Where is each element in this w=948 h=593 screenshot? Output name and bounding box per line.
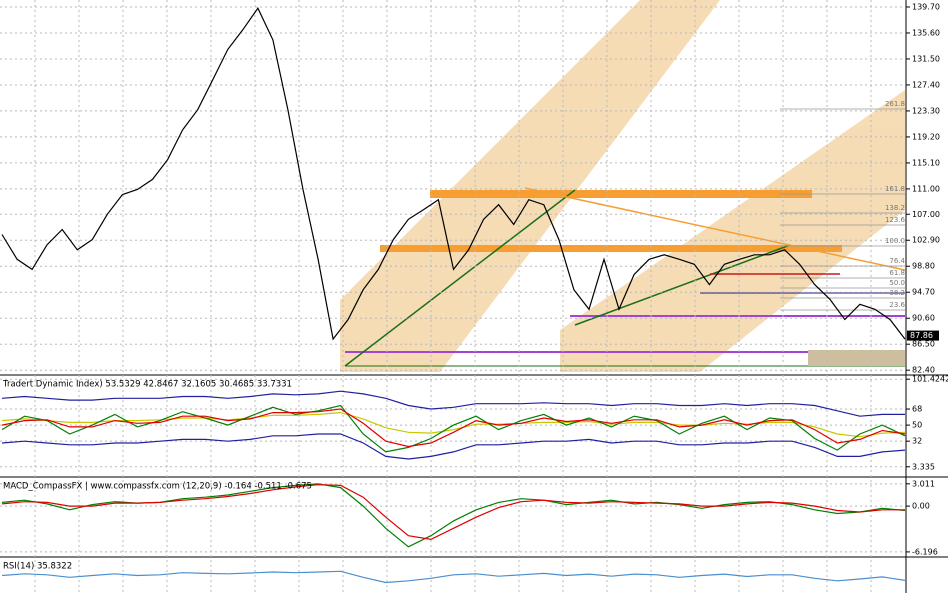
y-tick-label: 90.60 xyxy=(912,314,935,323)
y-tick-label: -6.196 xyxy=(912,547,938,556)
y-tick-label: 3.335 xyxy=(912,462,935,471)
y-tick-label: 123.30 xyxy=(912,106,940,115)
y-tick-label: 3.011 xyxy=(912,479,935,488)
y-tick-label: 68 xyxy=(912,405,922,414)
series-line xyxy=(1,390,905,417)
fib-label: 261.8 xyxy=(885,100,905,108)
channel xyxy=(340,0,720,372)
series-line xyxy=(1,408,906,448)
series-line xyxy=(1,570,906,584)
y-tick-label: 115.10 xyxy=(912,158,940,167)
level-band xyxy=(430,190,812,198)
channel xyxy=(560,90,905,372)
y-tick-label: 98.80 xyxy=(912,262,935,271)
y-tick-label: 101.4242 xyxy=(912,375,948,384)
series-line xyxy=(1,7,906,341)
series-line xyxy=(1,433,906,460)
fib-label: 76.4 xyxy=(889,257,905,265)
fib-label: 138.2 xyxy=(885,204,905,212)
level-band xyxy=(380,245,842,252)
trend-line xyxy=(344,189,576,367)
trend-line xyxy=(574,244,791,326)
price-box xyxy=(907,330,939,341)
fib-label: 23.6 xyxy=(889,301,905,309)
panel-title: RSI(14) 35.8322 xyxy=(3,562,72,572)
y-tick-label: 139.70 xyxy=(912,2,940,11)
price-label: 87.86 xyxy=(910,331,933,340)
panel-title: MACD_CompassFX | www.compassfx.com (12,2… xyxy=(3,482,312,492)
panel-title: Tradert Dynamic Index) 53.5329 42.8467 3… xyxy=(2,380,292,390)
y-tick-label: 82.40 xyxy=(912,366,935,375)
fib-label: 161.8 xyxy=(885,185,905,193)
fib-label: 61.8 xyxy=(889,269,905,277)
drawings xyxy=(340,0,906,372)
zone xyxy=(808,350,905,366)
y-tick-label: 50 xyxy=(912,421,922,430)
fib-label: 100.0 xyxy=(885,237,905,245)
fib-label: 50.0 xyxy=(889,279,905,287)
y-tick-label: 102.90 xyxy=(912,236,940,245)
y-tick-label: 94.70 xyxy=(912,288,935,297)
y-tick-label: 131.50 xyxy=(912,54,940,63)
trend-line xyxy=(524,187,906,271)
series-line xyxy=(1,483,906,548)
fib-label: 123.6 xyxy=(885,216,906,224)
y-tick-label: 32 xyxy=(912,437,922,446)
series-line xyxy=(1,404,906,453)
y-tick-label: 86.50 xyxy=(912,340,935,349)
y-tick-label: 111.00 xyxy=(912,184,940,193)
y-tick-label: 119.20 xyxy=(912,132,940,141)
y-tick-label: 107.00 xyxy=(912,210,940,219)
series-line xyxy=(1,484,905,541)
fib-label: 38.2 xyxy=(889,289,905,297)
y-tick-label: 0.00 xyxy=(912,502,930,511)
y-tick-label: 127.40 xyxy=(912,80,940,89)
y-tick-label: 135.60 xyxy=(912,28,940,37)
